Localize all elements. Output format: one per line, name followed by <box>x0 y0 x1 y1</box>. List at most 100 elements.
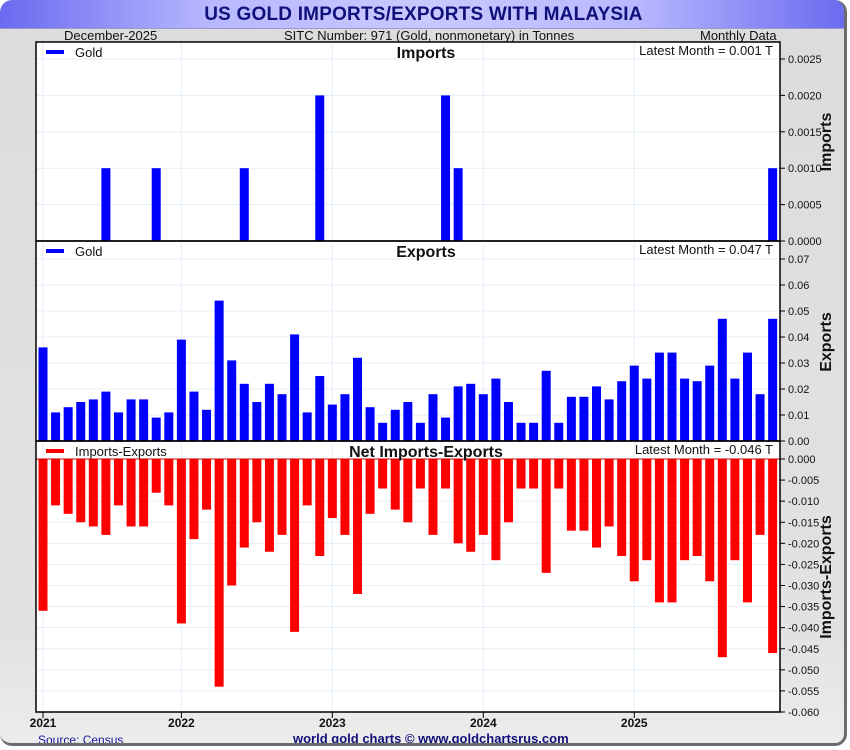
exports-bar <box>755 394 765 441</box>
exports-ytick-label: 0.00 <box>788 436 809 448</box>
x-tick-label: 2023 <box>319 716 346 730</box>
exports-ytick-label: 0.03 <box>788 358 809 370</box>
exports-bar <box>315 376 325 441</box>
exports-ytick-label: 0.05 <box>788 306 809 318</box>
exports-bar <box>730 378 740 441</box>
net-bar <box>478 459 488 535</box>
imports-bar <box>768 168 778 241</box>
exports-bar <box>189 391 199 441</box>
net-bar <box>390 459 400 510</box>
net-bar <box>503 459 513 523</box>
net-bar <box>415 459 425 489</box>
net-bar <box>554 459 564 489</box>
exports-ytick-label: 0.01 <box>788 410 809 422</box>
net-bar <box>227 459 237 586</box>
exports-bar <box>164 412 174 441</box>
imports-bar <box>101 168 111 241</box>
imports-legend-swatch <box>46 50 64 54</box>
net-bar <box>617 459 627 556</box>
imports-latest-month: Latest Month = 0.001 T <box>639 43 773 58</box>
imports-bar <box>453 168 463 241</box>
net-bar <box>768 459 778 653</box>
net-ytick-label: -0.055 <box>788 686 819 698</box>
exports-ytick-label: 0.06 <box>788 280 809 292</box>
exports-bar <box>139 399 149 441</box>
net-bar <box>516 459 526 489</box>
exports-bar <box>742 352 752 441</box>
exports-bar <box>252 402 262 441</box>
net-bar <box>466 459 476 552</box>
net-bar <box>642 459 652 561</box>
net-bar <box>566 459 576 531</box>
net-bar <box>151 459 161 493</box>
exports-panel-title: Exports <box>396 244 456 261</box>
exports-bar <box>264 383 274 441</box>
x-tick-label: 2022 <box>168 716 195 730</box>
exports-bar <box>88 399 98 441</box>
net-bar <box>139 459 149 527</box>
exports-bar <box>403 402 413 441</box>
net-latest-month: Latest Month = -0.046 T <box>635 442 773 457</box>
net-bar <box>101 459 111 535</box>
exports-bar <box>63 407 73 441</box>
imports-ytick-label: 0.0025 <box>788 54 822 66</box>
exports-bar <box>51 412 61 441</box>
net-axis-label: Imports-Exports <box>818 515 835 639</box>
net-bar <box>353 459 362 594</box>
exports-bar <box>202 409 212 441</box>
exports-bar <box>214 300 224 441</box>
exports-bar <box>617 381 627 441</box>
exports-bar <box>529 422 539 441</box>
imports-ytick-label: 0.0015 <box>788 127 822 139</box>
sitc-description: SITC Number: 971 (Gold, nonmonetary) in … <box>284 28 575 43</box>
report-date: December-2025 <box>64 28 158 43</box>
exports-bar <box>503 402 513 441</box>
exports-bar <box>353 357 362 441</box>
net-bar <box>176 459 186 624</box>
exports-bar <box>592 386 602 441</box>
exports-bar <box>717 318 727 441</box>
net-bar <box>164 459 174 506</box>
exports-bar <box>541 370 551 441</box>
net-bar <box>290 459 300 632</box>
net-bar <box>189 459 199 540</box>
net-bar <box>491 459 501 561</box>
net-bar <box>453 459 463 544</box>
net-bar <box>629 459 639 582</box>
net-ytick-label: -0.020 <box>788 538 819 550</box>
exports-bar <box>390 409 400 441</box>
net-bar <box>239 459 249 548</box>
exports-bar <box>478 394 488 441</box>
exports-ytick-label: 0.04 <box>788 332 809 344</box>
net-bar <box>541 459 551 573</box>
net-panel-border <box>35 440 781 713</box>
exports-bar <box>453 386 463 441</box>
exports-bar <box>516 422 526 441</box>
exports-bar <box>768 318 778 441</box>
net-bar <box>214 459 224 687</box>
net-ytick-label: -0.025 <box>788 559 819 571</box>
exports-bar <box>629 365 639 441</box>
exports-bar <box>378 422 388 441</box>
net-panel-title: Net Imports-Exports <box>349 444 503 461</box>
exports-bar <box>692 381 702 441</box>
net-bar <box>441 459 451 489</box>
imports-ytick-label: 0.0020 <box>788 90 822 102</box>
net-bar <box>302 459 312 506</box>
exports-legend-swatch <box>46 249 64 253</box>
exports-bar <box>667 352 677 441</box>
net-bar <box>428 459 438 535</box>
net-ytick-label: -0.060 <box>788 707 819 719</box>
exports-bar <box>239 383 249 441</box>
net-ytick-label: 0.000 <box>788 454 816 466</box>
net-bar <box>38 459 48 611</box>
net-bar <box>529 459 539 489</box>
imports-ytick-label: 0.0010 <box>788 163 822 175</box>
exports-ytick-label: 0.02 <box>788 384 809 396</box>
net-bar <box>705 459 715 582</box>
exports-bar <box>680 378 690 441</box>
exports-bar <box>554 422 564 441</box>
net-bar <box>264 459 274 552</box>
net-ytick-label: -0.015 <box>788 517 819 529</box>
